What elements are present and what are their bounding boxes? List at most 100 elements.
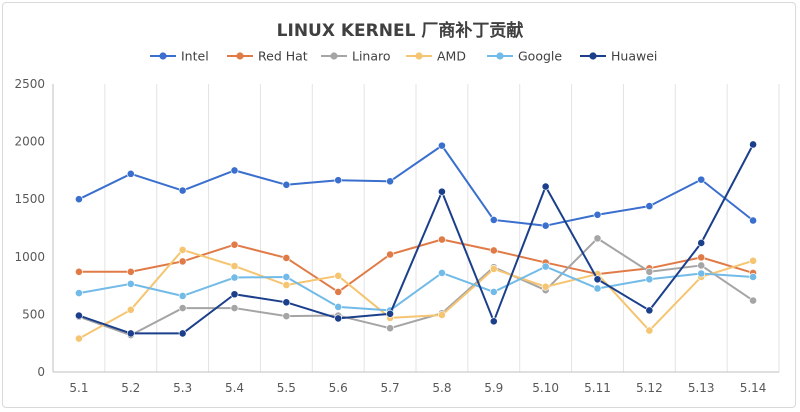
series-intel <box>75 141 757 230</box>
data-point-intel[interactable] <box>645 202 654 211</box>
data-point-intel[interactable] <box>334 176 343 185</box>
data-point-google[interactable] <box>645 275 654 284</box>
legend-item-linaro[interactable]: Linaro <box>321 49 391 64</box>
data-point-google[interactable] <box>230 273 239 282</box>
data-point-linaro[interactable] <box>645 267 654 276</box>
y-tick-label: 2000 <box>14 135 45 149</box>
data-point-intel[interactable] <box>126 169 135 178</box>
data-point-google[interactable] <box>75 289 83 297</box>
data-point-huawei[interactable] <box>749 140 757 149</box>
data-point-linaro[interactable] <box>749 296 757 305</box>
legend-marker-intel <box>159 52 167 60</box>
data-point-google[interactable] <box>593 284 602 293</box>
series-line-google <box>78 265 754 312</box>
legend-item-red-hat[interactable]: Red Hat <box>227 49 308 64</box>
x-tick-label: 5.10 <box>532 381 559 395</box>
data-point-intel[interactable] <box>282 180 291 189</box>
data-point-red-hat[interactable] <box>126 267 135 276</box>
data-point-amd[interactable] <box>75 334 83 343</box>
data-point-huawei[interactable] <box>178 329 187 338</box>
legend-item-amd[interactable]: AMD <box>406 49 466 64</box>
data-point-huawei[interactable] <box>593 275 602 284</box>
x-tick-label: 5.4 <box>225 381 244 395</box>
legend-item-huawei[interactable]: Huawei <box>580 49 657 64</box>
data-point-google[interactable] <box>126 279 135 288</box>
data-point-huawei[interactable] <box>489 317 498 326</box>
data-point-amd[interactable] <box>230 262 239 270</box>
data-point-huawei[interactable] <box>334 314 343 323</box>
data-point-red-hat[interactable] <box>386 250 394 259</box>
data-point-red-hat[interactable] <box>697 253 706 262</box>
legend-item-intel[interactable]: Intel <box>150 49 209 64</box>
data-point-intel[interactable] <box>75 195 83 204</box>
data-point-huawei[interactable] <box>697 239 706 247</box>
data-point-red-hat[interactable] <box>282 254 291 262</box>
data-point-google[interactable] <box>438 269 446 277</box>
data-point-intel[interactable] <box>697 175 706 184</box>
x-tick-label: 5.2 <box>121 381 140 395</box>
data-point-intel[interactable] <box>178 186 187 195</box>
data-point-huawei[interactable] <box>126 329 135 338</box>
data-point-linaro[interactable] <box>386 324 394 333</box>
data-point-amd[interactable] <box>282 281 291 289</box>
data-point-red-hat[interactable] <box>230 240 239 249</box>
data-point-intel[interactable] <box>489 216 498 224</box>
legend-marker-red-hat <box>236 52 244 60</box>
data-point-google[interactable] <box>489 288 498 296</box>
data-point-red-hat[interactable] <box>489 246 498 255</box>
data-point-google[interactable] <box>178 292 187 300</box>
series-line-intel <box>78 144 754 227</box>
data-point-amd[interactable] <box>541 282 550 291</box>
data-point-linaro[interactable] <box>178 304 187 312</box>
data-point-amd[interactable] <box>749 256 757 265</box>
x-tick-label: 5.7 <box>381 381 400 395</box>
y-tick-label: 500 <box>22 307 45 321</box>
legend: Intel Red Hat Linaro AMD Google Huawei <box>150 49 657 64</box>
data-point-intel[interactable] <box>438 141 446 150</box>
data-point-red-hat[interactable] <box>75 267 83 276</box>
legend-marker-amd <box>415 52 423 60</box>
data-point-amd[interactable] <box>334 271 343 280</box>
y-tick-label: 0 <box>37 365 45 379</box>
data-point-intel[interactable] <box>593 210 602 219</box>
legend-label-intel: Intel <box>181 49 209 64</box>
data-point-google[interactable] <box>749 273 757 281</box>
data-point-google[interactable] <box>282 273 291 281</box>
data-point-amd[interactable] <box>645 326 654 335</box>
data-point-google[interactable] <box>334 303 343 311</box>
data-point-huawei[interactable] <box>645 306 654 315</box>
axes: 0 500 1000 1500 2000 2500 5.1 5.2 5.3 5.4 5.5 5.6 5.… <box>14 77 779 395</box>
data-point-huawei[interactable] <box>438 187 446 196</box>
data-point-intel[interactable] <box>541 221 550 230</box>
data-point-red-hat[interactable] <box>438 235 446 244</box>
legend-marker-huawei <box>589 52 597 60</box>
data-point-linaro[interactable] <box>282 312 291 321</box>
x-tick-label: 5.8 <box>432 381 451 395</box>
data-point-linaro[interactable] <box>593 234 602 243</box>
data-point-amd[interactable] <box>126 305 135 314</box>
data-point-red-hat[interactable] <box>178 257 187 266</box>
data-point-huawei[interactable] <box>75 311 83 320</box>
data-point-huawei[interactable] <box>541 182 550 191</box>
data-point-amd[interactable] <box>178 245 187 254</box>
y-tick-label: 1500 <box>14 192 45 206</box>
data-point-amd[interactable] <box>489 264 498 273</box>
data-point-intel[interactable] <box>230 166 239 175</box>
x-tick-label: 5.9 <box>484 381 503 395</box>
data-point-amd[interactable] <box>438 311 446 319</box>
data-point-google[interactable] <box>541 262 550 271</box>
data-point-huawei[interactable] <box>282 298 291 307</box>
y-tick-label: 1000 <box>14 250 45 264</box>
legend-marker-google <box>496 52 504 60</box>
data-point-huawei[interactable] <box>230 290 239 299</box>
data-point-red-hat[interactable] <box>334 288 343 296</box>
data-point-linaro[interactable] <box>697 261 706 270</box>
data-point-linaro[interactable] <box>230 304 239 312</box>
data-point-huawei[interactable] <box>386 309 394 318</box>
series-line-huawei <box>78 144 754 335</box>
data-point-intel[interactable] <box>749 216 757 225</box>
legend-item-google[interactable]: Google <box>487 49 562 64</box>
legend-label-amd: AMD <box>437 49 466 64</box>
data-point-intel[interactable] <box>386 177 394 186</box>
data-point-google[interactable] <box>697 269 706 278</box>
